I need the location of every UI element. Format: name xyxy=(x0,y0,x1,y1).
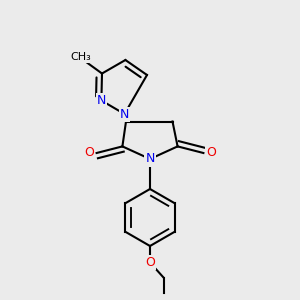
Text: N: N xyxy=(97,94,106,107)
Text: O: O xyxy=(206,146,216,160)
Text: CH₃: CH₃ xyxy=(70,52,91,62)
Text: O: O xyxy=(145,256,155,269)
Text: O: O xyxy=(84,146,94,160)
Text: N: N xyxy=(145,152,155,166)
Text: N: N xyxy=(120,107,129,121)
